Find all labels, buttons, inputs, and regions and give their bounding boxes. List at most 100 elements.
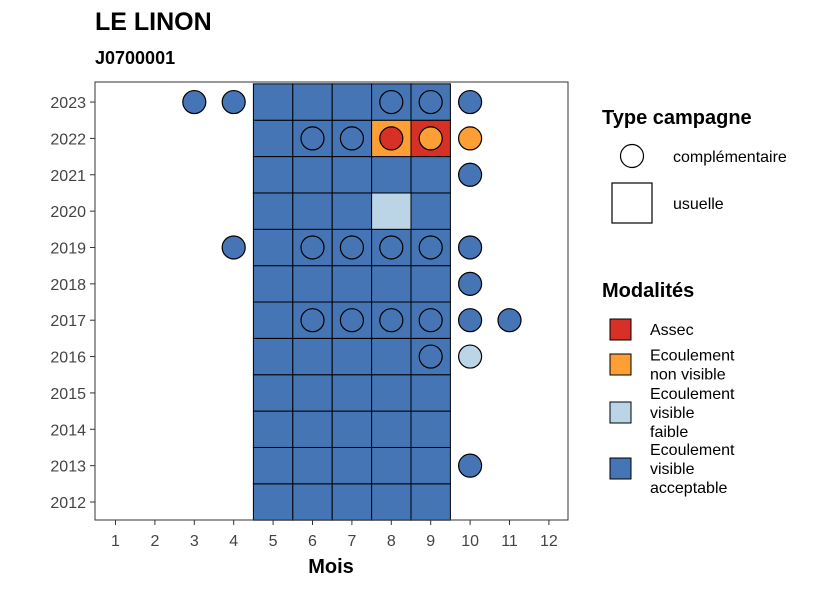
chart-title: LE LINON	[95, 8, 212, 36]
legend-label-ecoul_nv: Ecoulement non visible	[650, 348, 735, 384]
tile-2016-5	[252, 337, 294, 376]
tile-2017-5	[252, 301, 294, 339]
tile-2020-5	[252, 192, 294, 230]
tile-2015-8	[371, 374, 412, 412]
point-2022-7	[339, 126, 364, 151]
point-2022-8	[379, 126, 404, 151]
point-2013-10	[458, 453, 483, 478]
tile-2021-9	[410, 156, 451, 194]
legend-key-ecoul_va	[609, 457, 632, 480]
tile-2012-7	[331, 483, 373, 521]
point-2017-8	[379, 308, 404, 333]
legend-label-ecoul_va: Ecoulement visible acceptable	[650, 442, 735, 497]
x-tick-label: 10	[461, 533, 479, 550]
y-tick-label: 2023	[50, 95, 86, 112]
tile-2013-9	[410, 446, 451, 485]
tile-2020-6	[292, 192, 333, 230]
y-tick-label: 2012	[50, 495, 86, 512]
y-tick-label: 2021	[50, 168, 86, 185]
point-2023-10	[458, 89, 483, 115]
tile-2022-5	[252, 119, 294, 158]
legend-type-campagne: Type campagne complémentaire usuelle	[602, 107, 787, 224]
y-tick-label: 2022	[50, 131, 86, 148]
x-tick-label: 9	[426, 533, 435, 550]
legend-key-ecoul_nv	[609, 353, 632, 376]
tile-2012-6	[292, 483, 333, 521]
tile-2016-6	[292, 337, 333, 376]
tile-2013-8	[371, 446, 412, 485]
x-tick-label: 1	[111, 533, 120, 550]
x-tick-label: 4	[229, 533, 238, 550]
y-tick-label: 2020	[50, 204, 86, 221]
point-2022-6	[300, 126, 325, 151]
tile-2021-6	[292, 156, 333, 194]
x-tick-label: 12	[540, 533, 558, 550]
y-tick-label: 2016	[50, 350, 86, 367]
legend-key-assec	[609, 318, 632, 341]
point-2021-10	[458, 162, 483, 187]
x-axis: 1 2 3 4 5 6 7 8 9 10 11 12	[111, 520, 558, 550]
point-2016-10	[458, 344, 483, 369]
legend-type-label: complémentaire	[673, 149, 787, 166]
legend-key-ecoul_vf	[609, 401, 632, 424]
point-2019-10	[458, 235, 483, 260]
point-2022-9	[418, 126, 443, 151]
legend-circle-key	[619, 143, 645, 169]
tile-2012-8	[371, 483, 412, 521]
y-tick-label: 2013	[50, 459, 86, 476]
point-2022-10	[458, 126, 483, 151]
tile-2023-6	[292, 83, 333, 121]
tile-2013-6	[292, 446, 333, 485]
tile-2018-6	[292, 265, 333, 303]
x-tick-label: 3	[190, 533, 199, 550]
legend-type-title: Type campagne	[602, 107, 752, 129]
tile-2014-7	[331, 410, 373, 448]
tile-2021-8	[371, 156, 412, 194]
x-tick-label: 2	[150, 533, 159, 550]
tile-2021-7	[331, 156, 373, 194]
x-tick-label: 7	[347, 533, 356, 550]
tile-2019-5	[252, 228, 294, 267]
point-2019-7	[339, 235, 364, 260]
legend-type-label: usuelle	[673, 196, 724, 213]
point-2017-10	[458, 308, 483, 333]
tile-layer	[252, 83, 451, 521]
y-tick-label: 2018	[50, 277, 86, 294]
legend-modalites-title: Modalités	[602, 280, 694, 302]
point-2019-4	[221, 235, 246, 260]
tile-2014-5	[252, 410, 294, 448]
tile-2015-6	[292, 374, 333, 412]
tile-2012-5	[252, 483, 294, 521]
y-tick-label: 2017	[50, 313, 86, 330]
tile-2014-8	[371, 410, 412, 448]
tile-2018-9	[410, 265, 451, 303]
y-tick-label: 2015	[50, 386, 86, 403]
tile-2014-9	[410, 410, 451, 448]
tile-2013-5	[252, 446, 294, 485]
legend-label-assec: Assec	[650, 322, 694, 339]
tile-2020-7	[331, 192, 373, 230]
x-axis-label: Mois	[308, 556, 354, 578]
x-tick-label: 5	[269, 533, 278, 550]
point-2017-6	[300, 308, 325, 333]
point-2016-9	[418, 344, 443, 369]
point-2023-3	[182, 89, 207, 115]
point-2023-9	[418, 89, 443, 115]
y-tick-label: 2014	[50, 422, 86, 439]
tile-2015-7	[331, 374, 373, 412]
tile-2023-5	[252, 83, 294, 121]
legend-label-ecoul_vf: Ecoulement visible faible	[650, 386, 735, 441]
point-2017-9	[418, 308, 443, 333]
point-2019-6	[300, 235, 325, 260]
legend-square-key	[611, 182, 653, 224]
tile-2018-8	[371, 265, 412, 303]
tile-2016-8	[371, 337, 412, 376]
point-2017-11	[497, 308, 522, 333]
tile-2014-6	[292, 410, 333, 448]
point-2018-10	[458, 271, 483, 296]
point-2019-9	[418, 235, 443, 260]
chart-subtitle: J0700001	[95, 48, 175, 68]
tile-2020-8	[371, 192, 412, 230]
